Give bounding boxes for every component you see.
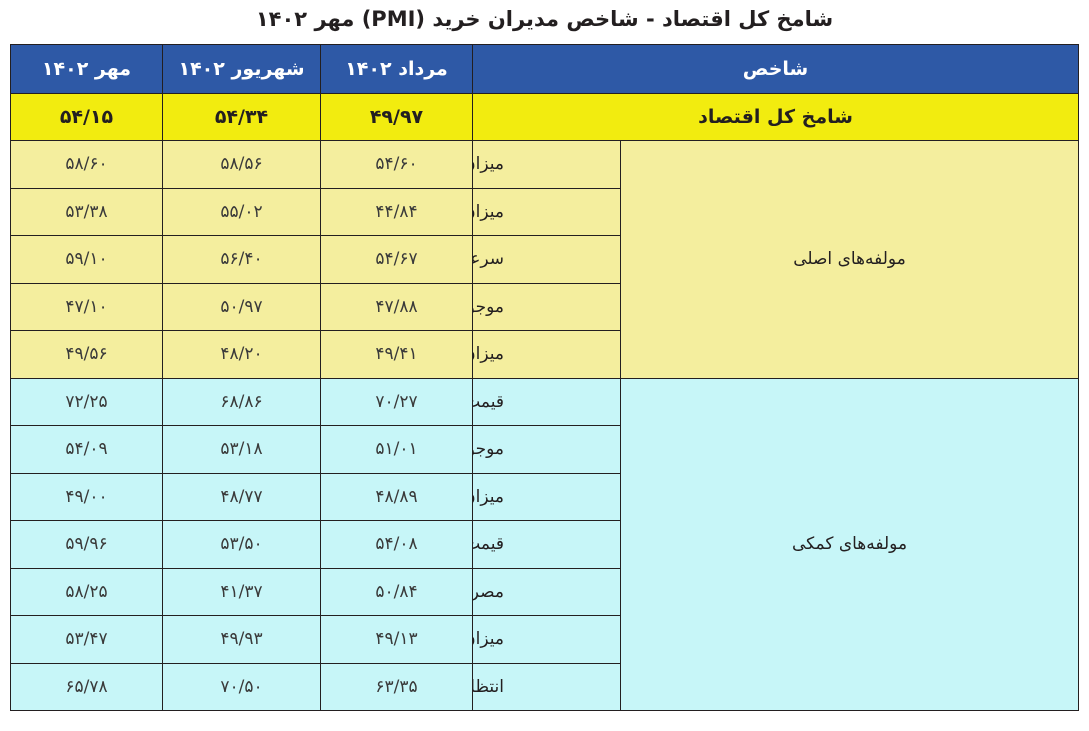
row-value: ۵۸/۶۰ (10, 140, 163, 189)
row-label: موجودی محصول در انبار یا کارهای معوق (472, 425, 621, 474)
pmi-table: شاخص مرداد ۱۴۰۲ شهریور ۱۴۰۲ مهر ۱۴۰۲ شام… (10, 44, 1079, 711)
row-value: ۴۹/۰۰ (10, 472, 163, 521)
header-indicator: شاخص (472, 44, 1079, 94)
table-row: میزان سفارشات جدید مشتریان ۴۴/۸۴ ۵۵/۰۲ ۵… (10, 187, 1079, 236)
row-label: سرعت انجام وتحویل سفارش (472, 235, 621, 284)
table-row: میزان فروش کالاها یا خدمات ۴۹/۱۳ ۴۹/۹۳ ۵… (10, 615, 1079, 664)
row-value: ۵۸/۵۶ (162, 140, 321, 189)
row-value: ۴۷/۱۰ (10, 282, 163, 331)
row-label: میزان فروش کالاها یا خدمات (472, 615, 621, 664)
row-value: ۵۹/۹۶ (10, 520, 163, 569)
row-value: ۵۴/۰۹ (10, 425, 163, 474)
row-value: ۵۸/۲۵ (10, 567, 163, 616)
row-value: ۵۶/۴۰ (162, 235, 321, 284)
total-row: شامخ کل اقتصاد ۴۹/۹۷ ۵۴/۳۴ ۵۴/۱۵ (10, 93, 1079, 141)
table-row: سرعت انجام وتحویل سفارش ۵۴/۶۷ ۵۶/۴۰ ۵۹/۱… (10, 235, 1079, 284)
row-value: ۵۴/۶۷ (320, 235, 473, 284)
group-label-aux: مولفه‌های کمکی (620, 377, 1079, 711)
table-row: مولفه‌های کمکی قیمت خرید مواد اولیه یا ل… (10, 377, 1079, 711)
table-row: موجودی محصول در انبار یا کارهای معوق ۵۱/… (10, 425, 1079, 474)
row-label: مصرف حامل‌های انرژی (472, 567, 621, 616)
row-value: ۵۴/۰۸ (320, 520, 473, 569)
row-value: ۶۵/۷۸ (10, 662, 163, 711)
table-row: مصرف حامل‌های انرژی ۵۰/۸۴ ۴۱/۳۷ ۵۸/۲۵ (10, 567, 1079, 616)
total-label: شامخ کل اقتصاد (472, 93, 1079, 141)
row-value: ۴۹/۹۳ (162, 615, 321, 664)
row-value: ۵۳/۳۸ (10, 187, 163, 236)
row-value: ۷۲/۲۵ (10, 377, 163, 426)
row-value: ۷۰/۵۰ (162, 662, 321, 711)
page-title: شامخ کل اقتصاد - شاخص مدیران خرید (PMI) … (255, 7, 834, 31)
row-value: ۴۱/۳۷ (162, 567, 321, 616)
total-value: ۵۴/۱۵ (10, 93, 163, 141)
row-value: ۵۴/۶۰ (320, 140, 473, 189)
row-value: ۵۰/۸۴ (320, 567, 473, 616)
table-row: میزان استخدام و بکارگیری نیروی انسانی ۴۹… (10, 330, 1079, 379)
table-row: انتظارات در ارتباط با میزان فعالیت اقتصا… (10, 662, 1079, 711)
total-value: ۵۴/۳۴ (162, 93, 321, 141)
header-col1: مرداد ۱۴۰۲ (320, 44, 473, 94)
row-label: میزان صادرات کالا یا خدمات (472, 472, 621, 521)
row-value: ۴۹/۱۳ (320, 615, 473, 664)
group-label-main: مولفه‌های اصلی (620, 140, 1079, 379)
row-label: موجودی مواد اولیه یا لوازم خریداری‌شده (472, 282, 621, 331)
row-value: ۴۹/۵۶ (10, 330, 163, 379)
row-label: میزان فعالیت‌های کسب و کار (472, 140, 621, 189)
header-col2: شهریور ۱۴۰۲ (162, 44, 321, 94)
row-value: ۴۸/۲۰ (162, 330, 321, 379)
row-value: ۵۵/۰۲ (162, 187, 321, 236)
row-value: ۶۳/۳۵ (320, 662, 473, 711)
row-label: میزان استخدام و بکارگیری نیروی انسانی (472, 330, 621, 379)
total-value: ۴۹/۹۷ (320, 93, 473, 141)
row-value: ۶۸/۸۶ (162, 377, 321, 426)
table-row: میزان صادرات کالا یا خدمات ۴۸/۸۹ ۴۸/۷۷ ۴… (10, 472, 1079, 521)
table-row: موجودی مواد اولیه یا لوازم خریداری‌شده ۴… (10, 282, 1079, 331)
row-label: میزان سفارشات جدید مشتریان (472, 187, 621, 236)
row-value: ۵۳/۴۷ (10, 615, 163, 664)
row-label: قیمت خرید مواد اولیه یا لوازم خریداری‌شد… (472, 377, 621, 426)
row-value: ۴۸/۷۷ (162, 472, 321, 521)
header-row: شاخص مرداد ۱۴۰۲ شهریور ۱۴۰۲ مهر ۱۴۰۲ (10, 44, 1079, 94)
row-value: ۵۳/۱۸ (162, 425, 321, 474)
row-value: ۵۰/۹۷ (162, 282, 321, 331)
table-row: قیمت محصولات تولیدشده یا خدمات ارائه‌شده… (10, 520, 1079, 569)
row-value: ۵۳/۵۰ (162, 520, 321, 569)
row-value: ۴۸/۸۹ (320, 472, 473, 521)
header-col3: مهر ۱۴۰۲ (10, 44, 163, 94)
row-value: ۴۴/۸۴ (320, 187, 473, 236)
row-value: ۷۰/۲۷ (320, 377, 473, 426)
row-label: انتظارات در ارتباط با میزان فعالیت اقتصا… (472, 662, 621, 711)
row-value: ۴۹/۴۱ (320, 330, 473, 379)
row-value: ۵۹/۱۰ (10, 235, 163, 284)
row-label: قیمت محصولات تولیدشده یا خدمات ارائه‌شده (472, 520, 621, 569)
table-row: مولفه‌های اصلی میزان فعالیت‌های کسب و کا… (10, 140, 1079, 379)
row-value: ۴۷/۸۸ (320, 282, 473, 331)
row-value: ۵۱/۰۱ (320, 425, 473, 474)
